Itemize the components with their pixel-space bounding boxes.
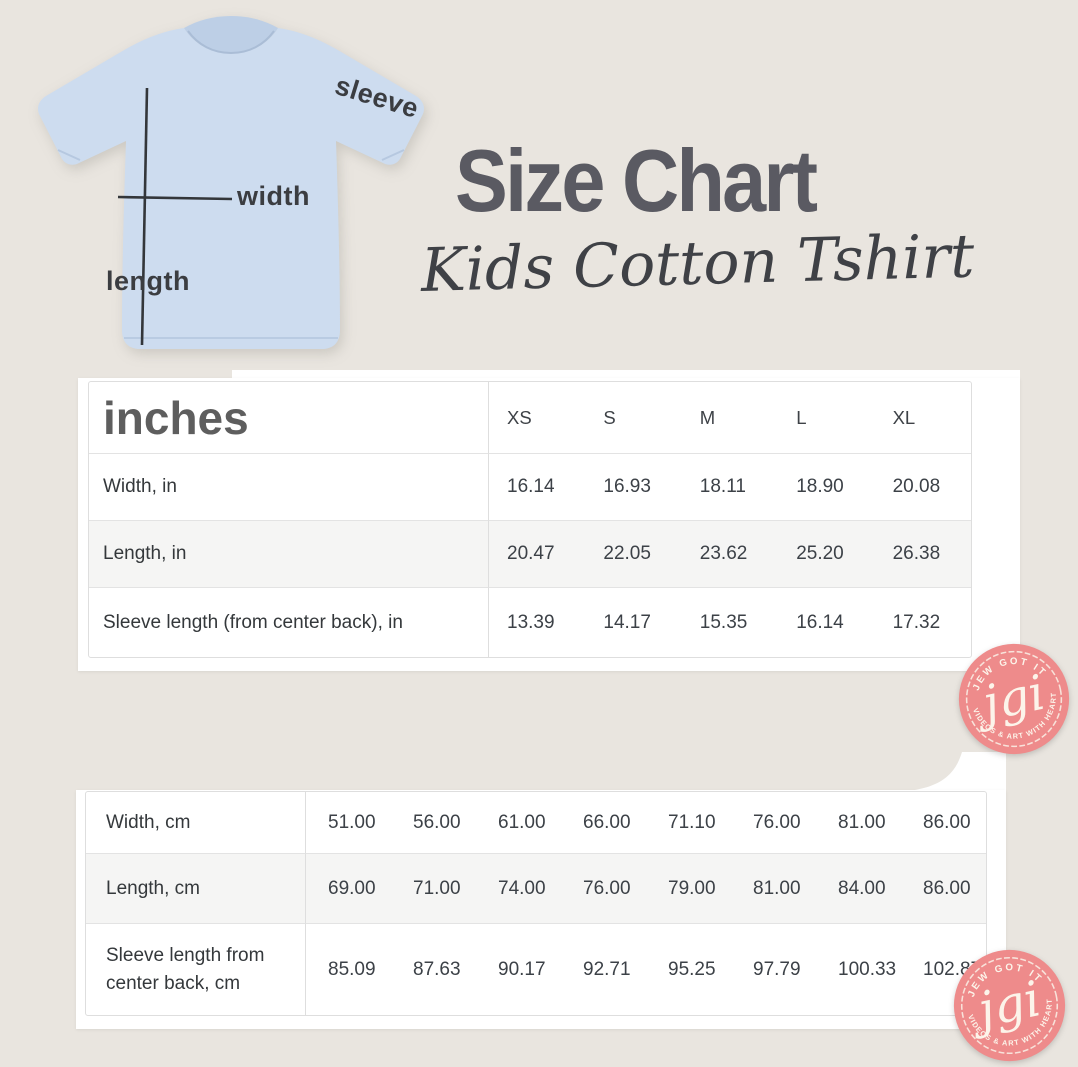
table-cell: 81.00 <box>731 853 816 923</box>
table-cell: 85.09 <box>306 923 391 1015</box>
width-measure-line <box>117 195 233 201</box>
table-cell: 56.00 <box>413 811 461 833</box>
table-cell: 71.00 <box>391 853 476 923</box>
row-label: Sleeve length (from center back), in <box>89 587 489 657</box>
jgi-logo-badge: JEW GOT IT VIDEOS & ART WITH HEART jgi <box>953 949 1066 1062</box>
length-label: length <box>106 266 190 296</box>
table-cell: 18.11 <box>681 453 779 520</box>
table-cell: 87.63 <box>391 923 476 1015</box>
table-cell: 84.00 <box>816 853 901 923</box>
row-label: Width, cm <box>86 792 306 853</box>
table-cell: 22.05 <box>585 520 682 587</box>
table-cell: 86.00 <box>923 811 971 833</box>
table-cell: 74.00 <box>476 853 561 923</box>
row-label: Sleeve length from center back, cm <box>86 923 306 1015</box>
table-cell: 20.47 <box>489 520 586 587</box>
table-cell: 23.62 <box>681 520 779 587</box>
column-header-xl: XL <box>892 406 916 428</box>
table-cell: 20.08 <box>874 453 971 520</box>
sleeve-hem-right <box>381 149 405 161</box>
cm-card: Width, cm 51.00 56.00 61.00 66.00 71.10 … <box>76 790 1006 1029</box>
table-cell: 61.00 <box>498 811 546 833</box>
inches-table: inches XS S M L XL Width, in 16.14 16.93… <box>88 381 972 658</box>
column-header-s: S <box>603 406 616 428</box>
table-cell: 86.00 <box>901 853 986 923</box>
table-cell: 17.32 <box>874 587 971 657</box>
row-label: Length, in <box>89 520 489 587</box>
inches-card: inches XS S M L XL Width, in 16.14 16.93… <box>78 378 1020 671</box>
table-cell: 16.14 <box>489 453 586 520</box>
table-cell: 51.00 <box>328 811 376 833</box>
table-cell: 15.35 <box>681 587 779 657</box>
table-cell: 13.39 <box>489 587 586 657</box>
jgi-logo-badge: JEW GOT IT VIDEOS & ART WITH HEART jgi <box>958 643 1070 755</box>
table-cell: 26.38 <box>874 520 971 587</box>
table-cell: 76.00 <box>753 811 801 833</box>
card-corner-tab <box>850 752 1006 801</box>
tshirt-body <box>38 28 424 349</box>
table-cell: 66.00 <box>583 811 631 833</box>
row-label: Width, in <box>89 453 489 520</box>
cm-table: Width, cm 51.00 56.00 61.00 66.00 71.10 … <box>85 791 987 1016</box>
table-cell: 97.79 <box>731 923 816 1015</box>
table-cell: 14.17 <box>585 587 682 657</box>
table-header-cell: inches <box>89 382 489 453</box>
table-cell: 95.25 <box>646 923 731 1015</box>
table-cell: 81.00 <box>838 811 886 833</box>
table-cell: 71.10 <box>668 811 716 833</box>
table-cell: 18.90 <box>778 453 875 520</box>
sleeve-hem-left <box>57 149 81 161</box>
page-title: Size Chart <box>455 131 818 230</box>
column-header-m: M <box>699 406 716 428</box>
page-subtitle: Kids Cotton Tshirt <box>420 221 976 306</box>
table-cell: 90.17 <box>476 923 561 1015</box>
table-cell: 100.33 <box>816 923 901 1015</box>
table-cell: 92.71 <box>561 923 646 1015</box>
column-header-l: L <box>796 406 807 428</box>
unit-label: inches <box>103 391 249 444</box>
table-cell: 69.00 <box>306 853 391 923</box>
table-cell: 76.00 <box>561 853 646 923</box>
width-label: width <box>237 181 310 211</box>
tshirt-collar <box>184 16 278 53</box>
column-header-xs: XS <box>507 406 532 428</box>
length-measure-line <box>140 87 149 346</box>
table-cell: 16.14 <box>778 587 875 657</box>
table-cell: 79.00 <box>646 853 731 923</box>
table-cell: 16.93 <box>585 453 682 520</box>
tshirt-collar-seam <box>187 30 275 55</box>
row-label: Length, cm <box>86 853 306 923</box>
tshirt-image <box>38 16 424 349</box>
table-cell: 25.20 <box>778 520 875 587</box>
